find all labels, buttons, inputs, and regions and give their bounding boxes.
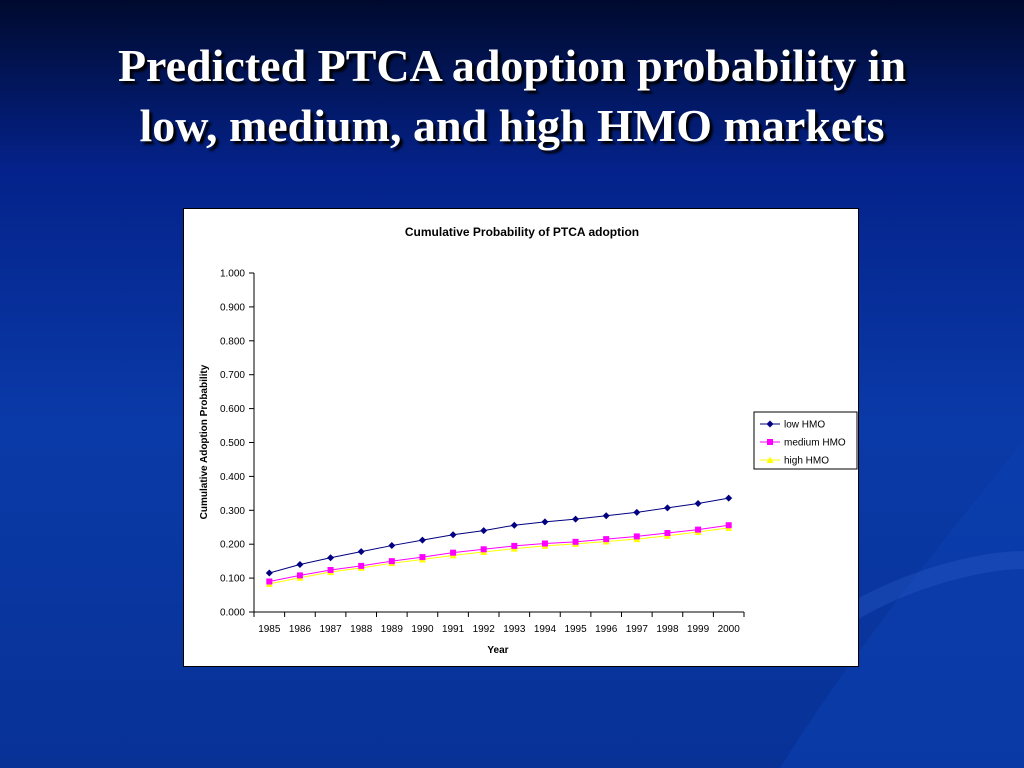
data-point-square [511,542,518,549]
data-point-square [266,578,273,585]
data-point-square [633,533,640,540]
y-axis-label: Cumulative Adoption Probability [199,364,210,519]
x-tick-label: 1990 [411,624,434,635]
data-point-square [572,538,579,545]
data-point-diamond [480,527,488,535]
series-low-hmo [265,494,733,577]
y-tick-label: 0.700 [220,370,245,381]
y-tick-label: 0.500 [220,438,245,449]
data-point-diamond [357,548,365,556]
data-point-diamond [327,554,335,562]
data-point-square [419,554,426,561]
legend-item: high HMO [760,456,829,467]
data-point-square [767,439,773,445]
legend-label: low HMO [784,420,825,431]
x-tick-label: 1985 [258,624,281,635]
y-tick-label: 0.200 [220,540,245,551]
data-point-square [695,526,702,533]
data-point-diamond [510,521,518,529]
data-point-diamond [296,561,304,569]
data-point-diamond [265,569,273,577]
data-point-diamond [725,494,733,502]
data-point-square [296,572,303,579]
axes: 0.000 0.100 0.200 0.300 0.400 0.500 0.600 0.700… [220,269,745,635]
series-line [269,527,729,585]
chart-container: Cumulative Probability of PTCA adoption … [183,208,859,667]
x-tick-label: 1993 [503,624,526,635]
legend-label: high HMO [784,456,829,467]
slide-title-line-1: Predicted PTCA adoption probability in [117,40,907,91]
legend-label: medium HMO [784,438,846,449]
slide-title: Predicted PTCA adoption probability in l… [40,36,984,156]
series-medium-hmo [266,522,732,585]
data-point-diamond [694,500,702,508]
slide-title-line-2: low, medium, and high HMO markets [139,100,885,151]
x-tick-label: 1997 [626,624,649,635]
y-tick-label: 0.800 [220,336,245,347]
data-point-diamond [766,420,774,428]
data-point-diamond [663,504,671,512]
y-tick-label: 0.600 [220,404,245,415]
data-point-square [725,522,732,529]
x-tick-label: 1987 [319,624,342,635]
data-point-square [603,536,610,543]
x-tick-label: 1994 [534,624,557,635]
data-point-diamond [602,512,610,520]
data-point-diamond [388,542,396,550]
data-point-square [358,562,365,569]
x-tick-label: 1998 [656,624,679,635]
data-point-diamond [418,536,426,544]
chart-title: Cumulative Probability of PTCA adoption [405,225,639,239]
data-point-diamond [449,531,457,539]
x-tick-label: 1989 [381,624,404,635]
x-tick-label: 1988 [350,624,373,635]
x-tick-label: 2000 [718,624,741,635]
data-point-square [664,530,671,537]
y-tick-label: 0.400 [220,472,245,483]
y-tick-label: 0.000 [220,608,245,619]
series-line [269,497,729,574]
y-tick-label: 0.100 [220,574,245,585]
legend-item: low HMO [760,420,825,431]
x-tick-label: 1996 [595,624,618,635]
y-tick-label: 0.300 [220,506,245,517]
x-tick-label: 1995 [564,624,587,635]
line-chart: Cumulative Probability of PTCA adoption … [199,225,858,656]
x-tick-label: 1992 [473,624,496,635]
data-point-square [450,549,457,556]
legend-item: medium HMO [760,438,846,449]
data-point-square [327,566,334,573]
x-tick-label: 1986 [289,624,312,635]
x-axis-label: Year [487,645,508,656]
series-line [269,524,729,582]
data-point-square [388,558,395,565]
data-point-diamond [633,508,641,516]
data-point-diamond [541,518,549,526]
y-tick-label: 1.000 [220,269,245,280]
data-point-triangle [766,456,774,463]
data-point-square [480,546,487,553]
y-tick-label: 0.900 [220,302,245,313]
x-tick-label: 1999 [687,624,710,635]
data-point-diamond [572,515,580,523]
data-point-square [541,540,548,547]
x-tick-label: 1991 [442,624,465,635]
series-group [265,494,733,587]
legend: low HMO medium HMO high HMO [753,411,858,470]
